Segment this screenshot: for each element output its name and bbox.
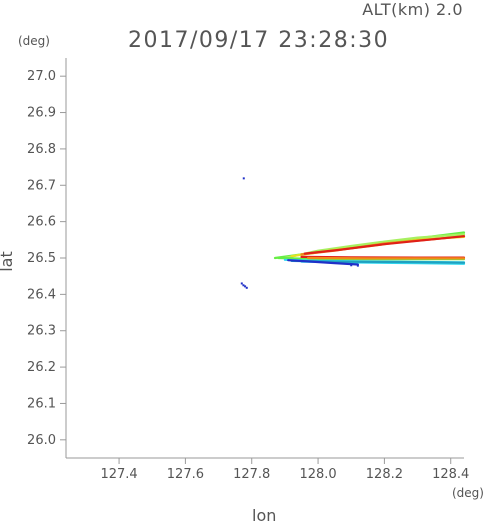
x-axis-label: lon (252, 506, 276, 525)
echo-point (350, 264, 352, 266)
y-axis-label: lat (0, 251, 16, 272)
y-tick-label: 26.0 (27, 433, 56, 448)
y-tick-label: 26.1 (27, 396, 56, 411)
y-tick-label: 26.8 (27, 142, 56, 157)
x-tick-label: 127.6 (167, 467, 204, 482)
y-tick-label: 26.7 (27, 178, 56, 193)
y-tick-label: 26.6 (27, 215, 56, 230)
y-axis-unit: (deg) (18, 34, 50, 48)
altitude-label: ALT(km) 2.0 (362, 0, 463, 19)
x-tick-label: 128.0 (299, 467, 336, 482)
y-tick-label: 26.9 (27, 106, 56, 121)
echo-feature (305, 236, 464, 253)
echo-point (243, 177, 245, 179)
x-tick-label: 128.2 (366, 467, 403, 482)
y-tick-label: 26.4 (27, 287, 56, 302)
x-tick-label: 127.8 (233, 467, 270, 482)
y-tick-label: 26.5 (27, 251, 56, 266)
y-tick-label: 27.0 (27, 69, 56, 84)
echo-point (246, 287, 248, 289)
timestamp-title: 2017/09/17 23:28:30 (128, 28, 389, 53)
x-tick-label: 128.4 (432, 467, 469, 482)
echo-point (241, 282, 243, 284)
y-tick-label: 26.2 (27, 360, 56, 375)
echo-point (357, 265, 359, 267)
x-tick-label: 127.4 (100, 467, 137, 482)
x-axis-unit: (deg) (452, 486, 484, 500)
y-tick-label: 26.3 (27, 324, 56, 339)
